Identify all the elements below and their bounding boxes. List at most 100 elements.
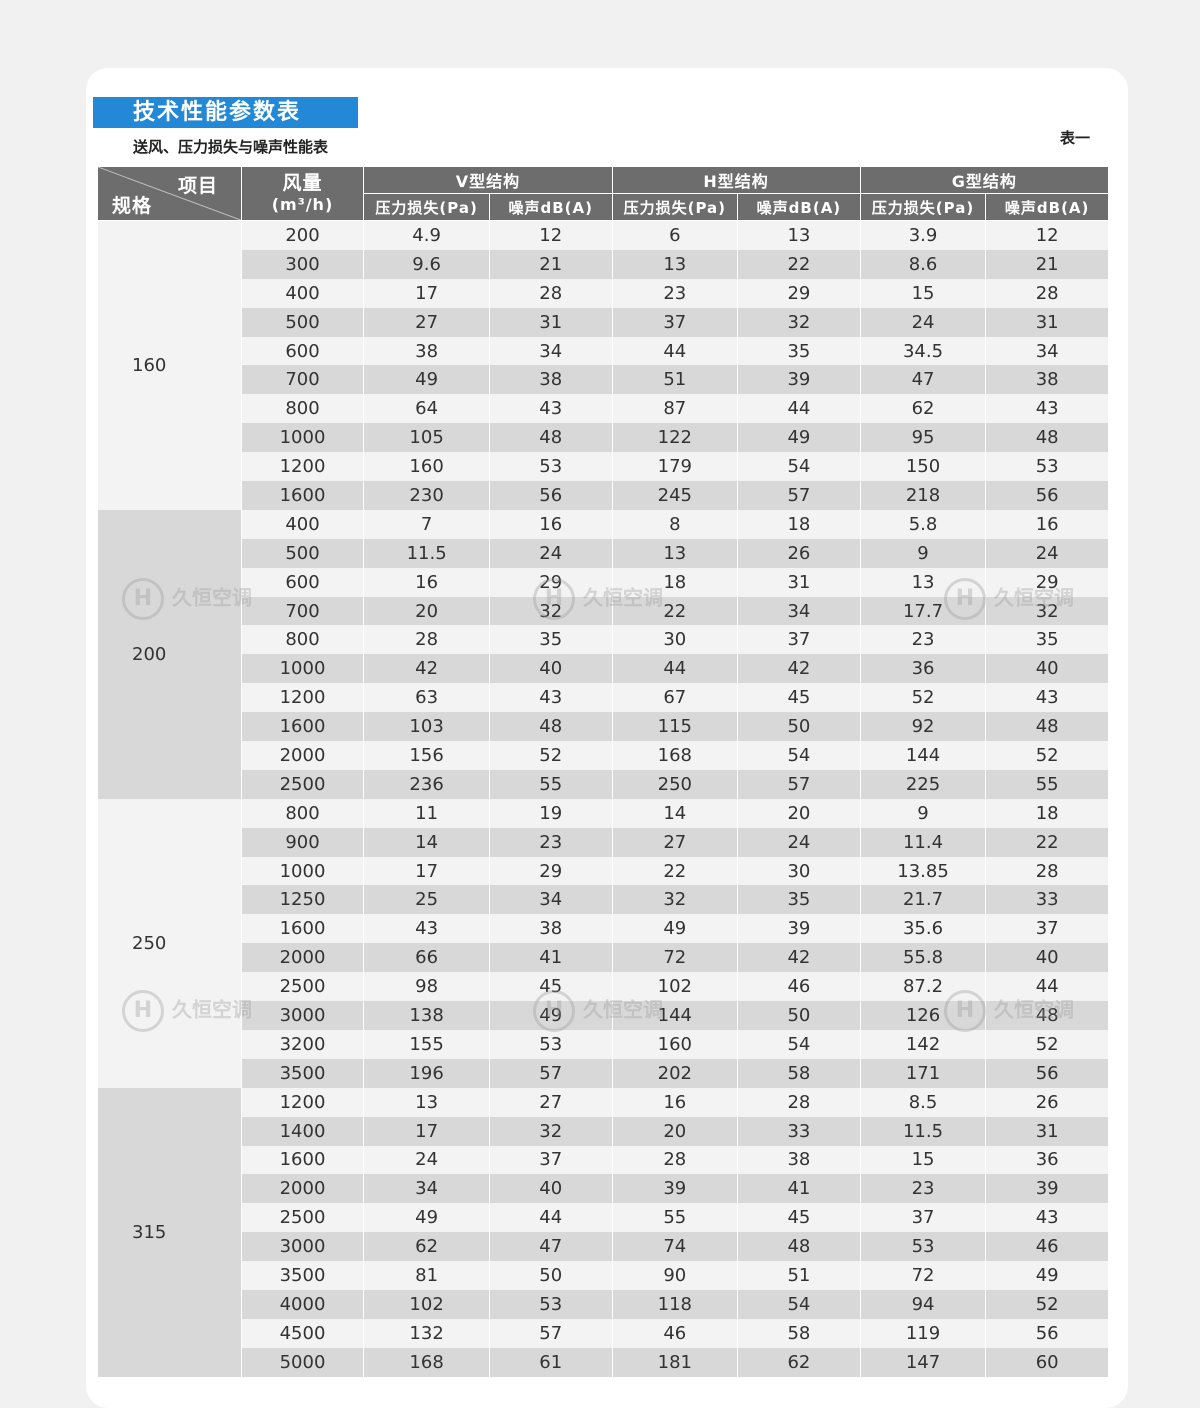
value-cell: 38 [488,365,613,395]
table-row: 3000 62 47 74 48 53 46 [98,1232,1109,1262]
value-cell: 31 [985,307,1109,337]
sub-header-pressure: 压力损失(Pa) [611,193,739,221]
value-cell: 160 [611,1029,739,1059]
value-cell: 44 [611,336,739,366]
value-cell: 34 [488,336,613,366]
value-cell: 74 [611,1232,739,1262]
value-cell: 55 [611,1203,739,1233]
value-cell: 94 [859,1289,987,1319]
value-cell: 102 [363,1289,490,1319]
value-cell: 29 [488,567,613,597]
value-cell: 53 [488,1289,613,1319]
table-row: 700 49 38 51 39 47 38 [98,365,1109,395]
value-cell: 236 [363,769,490,799]
value-cell: 181 [611,1347,739,1377]
value-cell: 52 [985,1289,1109,1319]
table-row: 1200 63 43 67 45 52 43 [98,683,1109,713]
sub-header-noise: 噪声dB(A) [488,193,613,221]
airflow-cell: 1600 [240,712,365,742]
airflow-cell: 1000 [240,856,365,886]
value-cell: 27 [611,827,739,857]
group-header-g: G型结构 [859,166,1110,194]
value-cell: 40 [488,654,613,684]
value-cell: 144 [859,741,987,770]
sub-header-pressure: 压力损失(Pa) [363,193,490,221]
value-cell: 37 [611,307,739,337]
value-cell: 16 [611,1087,739,1117]
value-cell: 18 [611,567,739,597]
spec-cell: 315 [97,1087,242,1377]
table-row: 4500 132 57 46 58 119 56 [98,1318,1109,1348]
value-cell: 28 [488,278,613,308]
value-cell: 55 [488,769,613,799]
table-row: 500 27 31 37 32 24 31 [98,307,1109,337]
value-cell: 38 [363,336,490,366]
value-cell: 53 [859,1232,987,1262]
value-cell: 36 [859,654,987,684]
value-cell: 46 [611,1318,739,1348]
value-cell: 87 [611,394,739,424]
airflow-cell: 800 [240,798,365,828]
value-cell: 5.8 [859,509,987,539]
table-row: 300 9.6 21 13 22 8.6 21 [98,249,1109,279]
value-cell: 47 [859,365,987,395]
value-cell: 168 [611,741,739,770]
value-cell: 28 [737,1087,861,1117]
airflow-cell: 300 [240,249,365,279]
value-cell: 13 [737,220,861,250]
performance-table: 项目 规格 风量 (m³/h) V型结构 H型结构 G型结构 压力损失(Pa) … [97,166,1110,1377]
value-cell: 30 [737,856,861,886]
value-cell: 56 [985,1058,1109,1088]
table-number: 表一 [1060,129,1091,147]
value-cell: 230 [363,481,490,510]
value-cell: 13.85 [859,856,987,886]
table-row: 1250 25 34 32 35 21.7 33 [98,885,1109,915]
value-cell: 47 [488,1232,613,1262]
table-row: 1600 103 48 115 50 92 48 [98,712,1109,742]
table-row: 1000 105 48 122 49 95 48 [98,423,1109,453]
value-cell: 62 [859,394,987,424]
airflow-cell: 1600 [240,481,365,510]
value-cell: 171 [859,1058,987,1088]
value-cell: 28 [985,278,1109,308]
value-cell: 11 [363,798,490,828]
value-cell: 32 [488,596,613,626]
value-cell: 41 [737,1174,861,1204]
value-cell: 22 [611,596,739,626]
table-subtitle: 送风、压力损失与噪声性能表 [133,138,329,156]
value-cell: 24 [363,1145,490,1175]
value-cell: 14 [363,827,490,857]
value-cell: 49 [488,1001,613,1030]
value-cell: 33 [985,885,1109,915]
airflow-cell: 2500 [240,769,365,799]
value-cell: 46 [737,972,861,1002]
group-header-h: H型结构 [611,166,861,194]
value-cell: 56 [488,481,613,510]
value-cell: 63 [363,683,490,713]
table-row: 1400 17 32 20 33 11.5 31 [98,1116,1109,1146]
value-cell: 51 [737,1261,861,1290]
sub-header-noise: 噪声dB(A) [737,193,861,221]
table-row: 3500 81 50 90 51 72 49 [98,1261,1109,1290]
value-cell: 24 [859,307,987,337]
table-row: 3200 155 53 160 54 142 52 [98,1029,1109,1059]
table-row: 2500 236 55 250 57 225 55 [98,769,1109,799]
value-cell: 87.2 [859,972,987,1002]
value-cell: 21 [985,249,1109,279]
airflow-cell: 2500 [240,1203,365,1233]
value-cell: 62 [363,1232,490,1262]
value-cell: 34.5 [859,336,987,366]
flow-unit: (m³/h) [271,194,334,214]
value-cell: 122 [611,423,739,453]
value-cell: 16 [488,509,613,539]
value-cell: 18 [985,798,1109,828]
value-cell: 20 [611,1116,739,1146]
value-cell: 196 [363,1058,490,1088]
value-cell: 43 [488,394,613,424]
value-cell: 35.6 [859,914,987,944]
value-cell: 64 [363,394,490,424]
value-cell: 29 [985,567,1109,597]
value-cell: 12 [985,220,1109,250]
value-cell: 37 [737,625,861,655]
value-cell: 45 [488,972,613,1002]
